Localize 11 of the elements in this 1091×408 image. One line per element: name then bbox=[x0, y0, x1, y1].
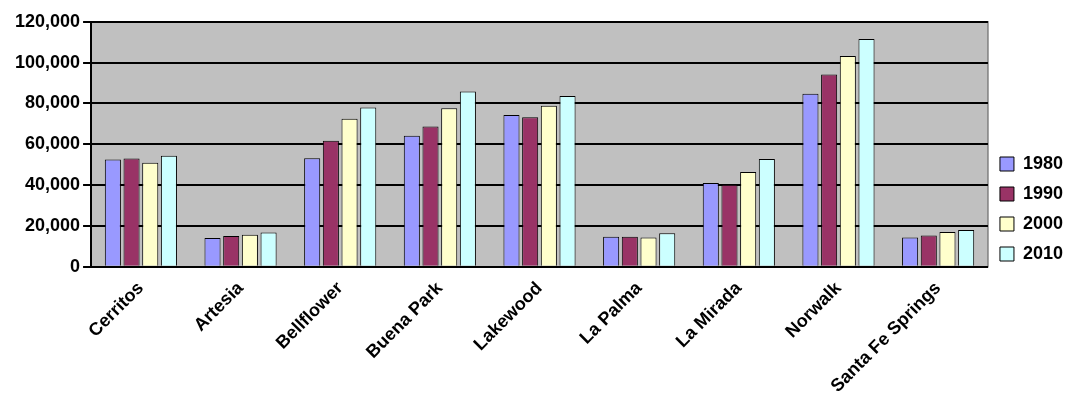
y-tick-label: 120,000 bbox=[14, 10, 81, 31]
legend-label: 2010 bbox=[1022, 242, 1063, 263]
y-tick-label: 0 bbox=[70, 255, 81, 276]
legend-label: 1990 bbox=[1022, 182, 1063, 203]
y-tick-label: 60,000 bbox=[25, 133, 81, 154]
y-tick-label: 40,000 bbox=[25, 174, 81, 195]
y-tick-label: 80,000 bbox=[25, 92, 81, 113]
legend-label: 1980 bbox=[1022, 152, 1063, 173]
y-tick-label: 20,000 bbox=[25, 214, 81, 235]
y-tick-label: 100,000 bbox=[14, 51, 81, 72]
legend-label: 2000 bbox=[1022, 212, 1063, 233]
